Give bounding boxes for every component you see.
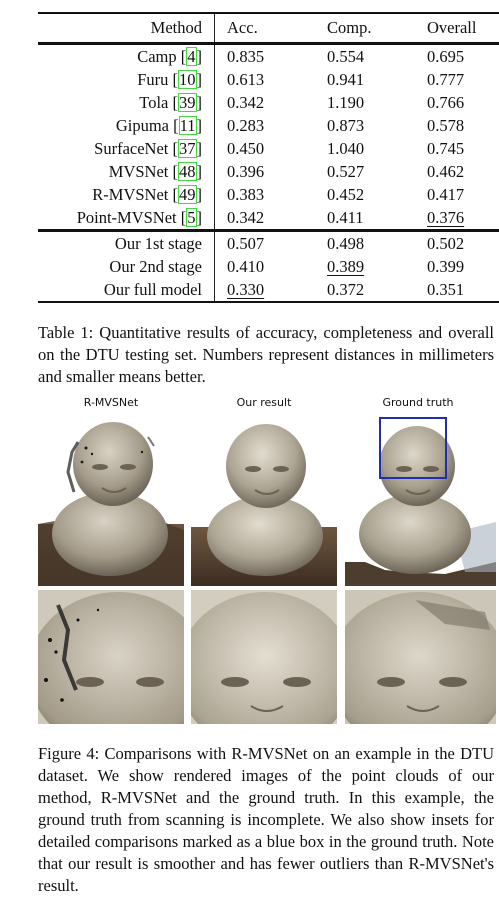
header-overall: Overall (427, 18, 477, 37)
baseline-rows: Camp [4] 0.835 0.554 0.695 Furu [10] 0.6… (38, 43, 499, 231)
table-header-row: Method Acc. Comp. Overall (38, 13, 499, 44)
method-name: Tola [39] (38, 91, 215, 114)
comp-value-second: 0.389 (327, 257, 365, 276)
overall-value: 0.578 (427, 116, 465, 135)
method-name: MVSNet [48] (38, 160, 215, 183)
acc-value: 0.342 (227, 208, 265, 227)
comp-value-best: 0.372 (327, 280, 365, 299)
comp-value: 0.411 (327, 208, 364, 227)
comp-value: 0.941 (327, 70, 365, 89)
overall-value-second: 0.376 (427, 208, 465, 227)
ours-rows: Our 1st stage 0.507 0.498 0.502 Our 2nd … (38, 230, 499, 302)
our-result-inset (191, 590, 337, 724)
comp-value: 1.190 (327, 93, 365, 112)
citation-link[interactable]: 10 (178, 70, 197, 89)
citation-link[interactable]: 4 (186, 47, 197, 66)
comp-value: 0.873 (327, 116, 365, 135)
results-table: Method Acc. Comp. Overall Camp [4] 0.835… (38, 12, 499, 303)
overall-value-best: 0.351 (427, 280, 465, 299)
comparison-figure: R-MVSNet Our result Ground truth (38, 396, 496, 726)
figure-caption: Figure 4: Comparisons with R-MVSNet on a… (38, 744, 494, 895)
table-row: Tola [39] 0.342 1.190 0.766 (38, 91, 499, 114)
acc-value-best: 0.283 (227, 116, 265, 135)
method-name: Our 1st stage (38, 230, 215, 255)
overall-value: 0.417 (427, 185, 465, 204)
overall-value: 0.462 (427, 162, 465, 181)
acc-value-second: 0.330 (227, 280, 265, 299)
comp-value: 0.527 (327, 162, 365, 181)
header-acc: Acc. (227, 18, 258, 37)
table-row: Furu [10] 0.613 0.941 0.777 (38, 68, 499, 91)
header-method: Method (38, 13, 215, 44)
acc-value: 0.835 (227, 47, 265, 66)
table-row: Point-MVSNet [5] 0.342 0.411 0.376 (38, 206, 499, 231)
table-row: Our 2nd stage 0.410 0.389 0.399 (38, 255, 499, 278)
citation-link[interactable]: 48 (178, 162, 197, 181)
citation-link[interactable]: 11 (178, 116, 197, 135)
acc-value: 0.396 (227, 162, 265, 181)
ground-truth-inset (345, 590, 496, 724)
overall-value: 0.777 (427, 70, 465, 89)
inset-box (379, 417, 447, 479)
column-label-ground-truth: Ground truth (382, 396, 454, 409)
overall-value: 0.766 (427, 93, 465, 112)
acc-value: 0.410 (227, 257, 265, 276)
citation-link[interactable]: 37 (178, 139, 197, 158)
table-row: Our full model 0.330 0.372 0.351 (38, 278, 499, 302)
table-row: SurfaceNet [37] 0.450 1.040 0.745 (38, 137, 499, 160)
column-label-our-result: Our result (236, 396, 292, 409)
comp-value: 1.040 (327, 139, 365, 158)
header-comp: Comp. (327, 18, 372, 37)
comp-value: 0.498 (327, 234, 365, 253)
method-name: Camp [4] (38, 43, 215, 68)
table-row: MVSNet [48] 0.396 0.527 0.462 (38, 160, 499, 183)
our-result-render (191, 412, 337, 586)
method-name: Furu [10] (38, 68, 215, 91)
column-label-rmvsnet: R-MVSNet (83, 396, 139, 409)
method-name: Our full model (38, 278, 215, 302)
acc-value: 0.450 (227, 139, 265, 158)
acc-value: 0.342 (227, 93, 265, 112)
overall-value: 0.399 (427, 257, 465, 276)
acc-value: 0.383 (227, 185, 265, 204)
method-name: Gipuma [11] (38, 114, 215, 137)
table-row: Our 1st stage 0.507 0.498 0.502 (38, 230, 499, 255)
citation-link[interactable]: 49 (178, 185, 197, 204)
acc-value: 0.613 (227, 70, 265, 89)
comp-value: 0.554 (327, 47, 365, 66)
method-name: SurfaceNet [37] (38, 137, 215, 160)
method-name: Our 2nd stage (38, 255, 215, 278)
citation-link[interactable]: 39 (178, 93, 197, 112)
table-caption: Table 1: Quantitative results of accurac… (38, 323, 494, 386)
table-row: R-MVSNet [49] 0.383 0.452 0.417 (38, 183, 499, 206)
method-name: Point-MVSNet [5] (38, 206, 215, 231)
ground-truth-render (345, 412, 496, 586)
comp-value: 0.452 (327, 185, 365, 204)
rmvsnet-inset (38, 590, 184, 724)
method-name: R-MVSNet [49] (38, 183, 215, 206)
table-row: Camp [4] 0.835 0.554 0.695 (38, 43, 499, 68)
citation-link[interactable]: 5 (186, 208, 197, 227)
rmvsnet-render (38, 412, 184, 586)
overall-value: 0.695 (427, 47, 465, 66)
table-row: Gipuma [11] 0.283 0.873 0.578 (38, 114, 499, 137)
overall-value: 0.745 (427, 139, 465, 158)
acc-value: 0.507 (227, 234, 265, 253)
overall-value: 0.502 (427, 234, 465, 253)
